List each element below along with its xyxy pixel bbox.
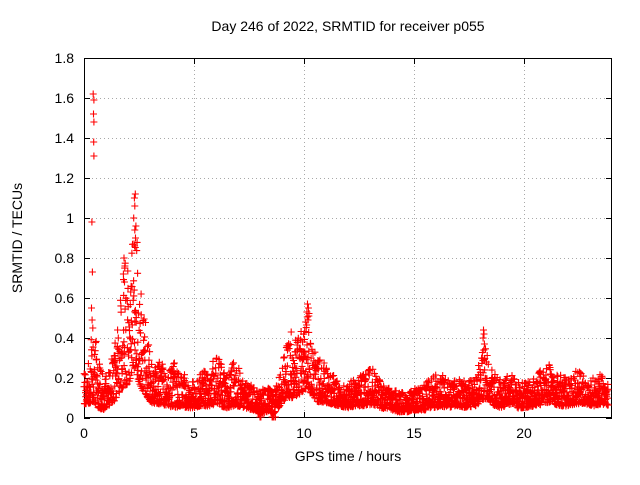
data-points — [80, 90, 612, 421]
chart-title: Day 246 of 2022, SRMTID for receiver p05… — [211, 18, 484, 34]
y-tick-label: 0.6 — [55, 290, 75, 306]
y-tick-label: 1 — [66, 210, 74, 226]
x-tick-label: 10 — [296, 425, 312, 441]
y-tick-label: 1.8 — [55, 50, 75, 66]
x-tick-label: 0 — [80, 425, 88, 441]
y-tick-label: 0.4 — [55, 330, 75, 346]
plot-frame — [84, 58, 612, 418]
y-tick-label: 0.2 — [55, 370, 75, 386]
y-tick-label: 1.2 — [55, 170, 75, 186]
y-tick-label: 1.4 — [55, 130, 75, 146]
y-tick-label: 0.8 — [55, 250, 75, 266]
y-axis-title: SRMTID / TECUs — [9, 183, 25, 293]
x-tick-label: 5 — [190, 425, 198, 441]
data-layer — [80, 90, 612, 421]
y-tick-label: 1.6 — [55, 90, 75, 106]
x-tick-label: 20 — [516, 425, 532, 441]
label-layer: Day 246 of 2022, SRMTID for receiver p05… — [9, 18, 532, 464]
frame-layer — [84, 58, 612, 418]
y-tick-label: 0 — [66, 410, 74, 426]
x-tick-label: 15 — [406, 425, 422, 441]
x-axis-title: GPS time / hours — [295, 448, 402, 464]
